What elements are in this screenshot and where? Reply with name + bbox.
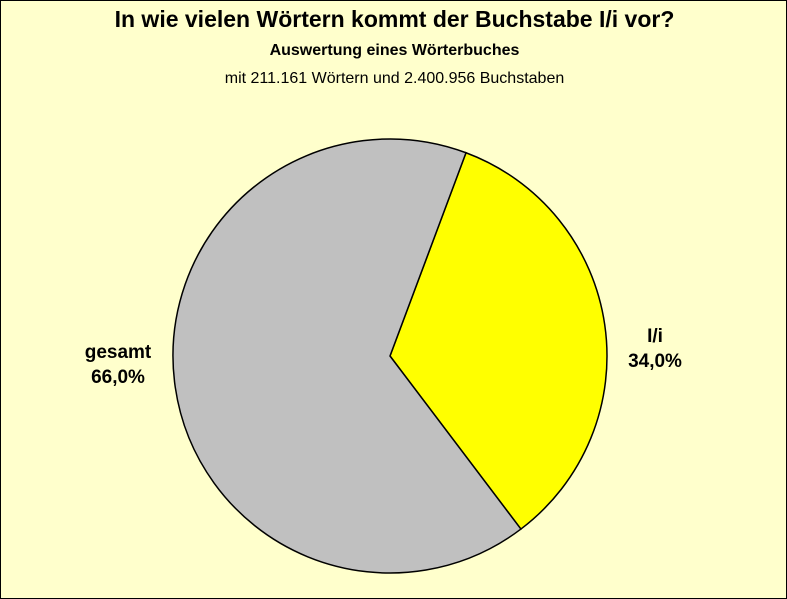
pie-slice-i-i — [389, 151, 608, 531]
slice-name-label: I/i — [647, 326, 663, 347]
chart-subtitle: Auswertung eines Wörterbuches — [269, 42, 520, 59]
slice-value-label: 34,0% — [628, 351, 682, 372]
pie-slices — [172, 138, 608, 574]
slice-value-label: 66,0% — [91, 367, 145, 388]
pie-slice-gesamt — [172, 138, 522, 574]
chart-title: In wie vielen Wörtern kommt der Buchstab… — [114, 6, 675, 32]
pie-labels: I/i 34,0% gesamt 66,0% — [85, 326, 682, 388]
slice-name-label: gesamt — [85, 342, 152, 363]
chart-subtitle-secondary: mit 211.161 Wörtern und 2.400.956 Buchst… — [224, 70, 565, 87]
